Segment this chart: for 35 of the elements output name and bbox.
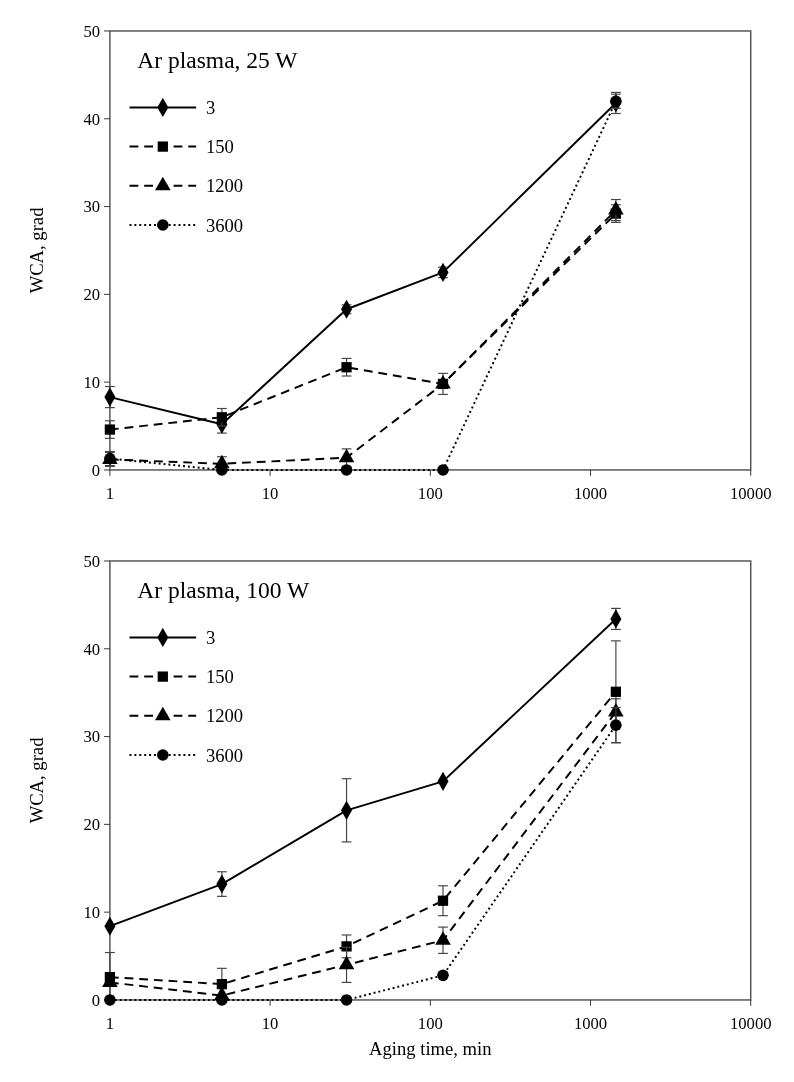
y-tick-label: 0 [91,990,101,1010]
x-axis-title: Aging time, min [369,1037,493,1059]
y-tick-label: 10 [83,372,101,392]
legend-label: 1200 [205,175,244,197]
legend-label: 150 [205,136,234,158]
y-tick-label: 0 [91,460,101,480]
legend-label: 3 [205,626,216,648]
y-tick-label: 40 [83,639,101,659]
x-tick-label: 10000 [729,1014,772,1034]
legend-label: 3 [205,96,216,118]
y-axis-title: WCA, grad [26,736,48,824]
x-tick-label: 10000 [729,484,772,504]
y-tick-label: 20 [83,285,101,305]
x-tick-label: 1 [105,484,115,504]
legend-label: 1200 [205,705,244,727]
x-tick-label: 10 [261,1014,279,1034]
text: Ar plasma, 100 W [137,577,311,604]
x-tick-label: 10 [261,484,279,504]
x-tick-label: 1 [105,1014,115,1034]
y-tick-label: 30 [83,197,101,217]
text: Ar plasma, 25 W [137,47,299,74]
y-tick-label: 50 [83,551,101,571]
x-tick-label: 1000 [573,484,608,504]
y-axis-title: WCA, grad [26,206,48,294]
y-tick-label: 20 [83,815,101,835]
y-tick-label: 40 [83,109,101,129]
x-tick-label: 100 [417,484,443,504]
legend-label: 3600 [205,744,244,766]
y-tick-label: 50 [83,21,101,41]
legend-label: 3600 [205,214,244,236]
legend-label: 150 [205,666,234,688]
x-tick-label: 100 [417,1014,443,1034]
y-tick-label: 30 [83,727,101,747]
x-tick-label: 1000 [573,1014,608,1034]
y-tick-label: 10 [83,902,101,922]
